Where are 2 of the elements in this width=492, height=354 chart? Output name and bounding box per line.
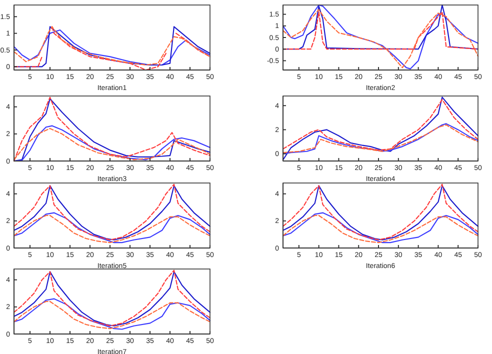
line-series bbox=[282, 96, 479, 160]
line-series bbox=[282, 99, 479, 151]
